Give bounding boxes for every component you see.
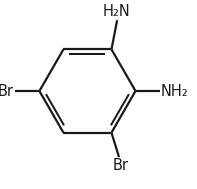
Text: Br: Br [113,158,129,173]
Text: Br: Br [0,84,14,98]
Text: NH₂: NH₂ [161,84,189,98]
Text: H₂N: H₂N [102,4,130,19]
